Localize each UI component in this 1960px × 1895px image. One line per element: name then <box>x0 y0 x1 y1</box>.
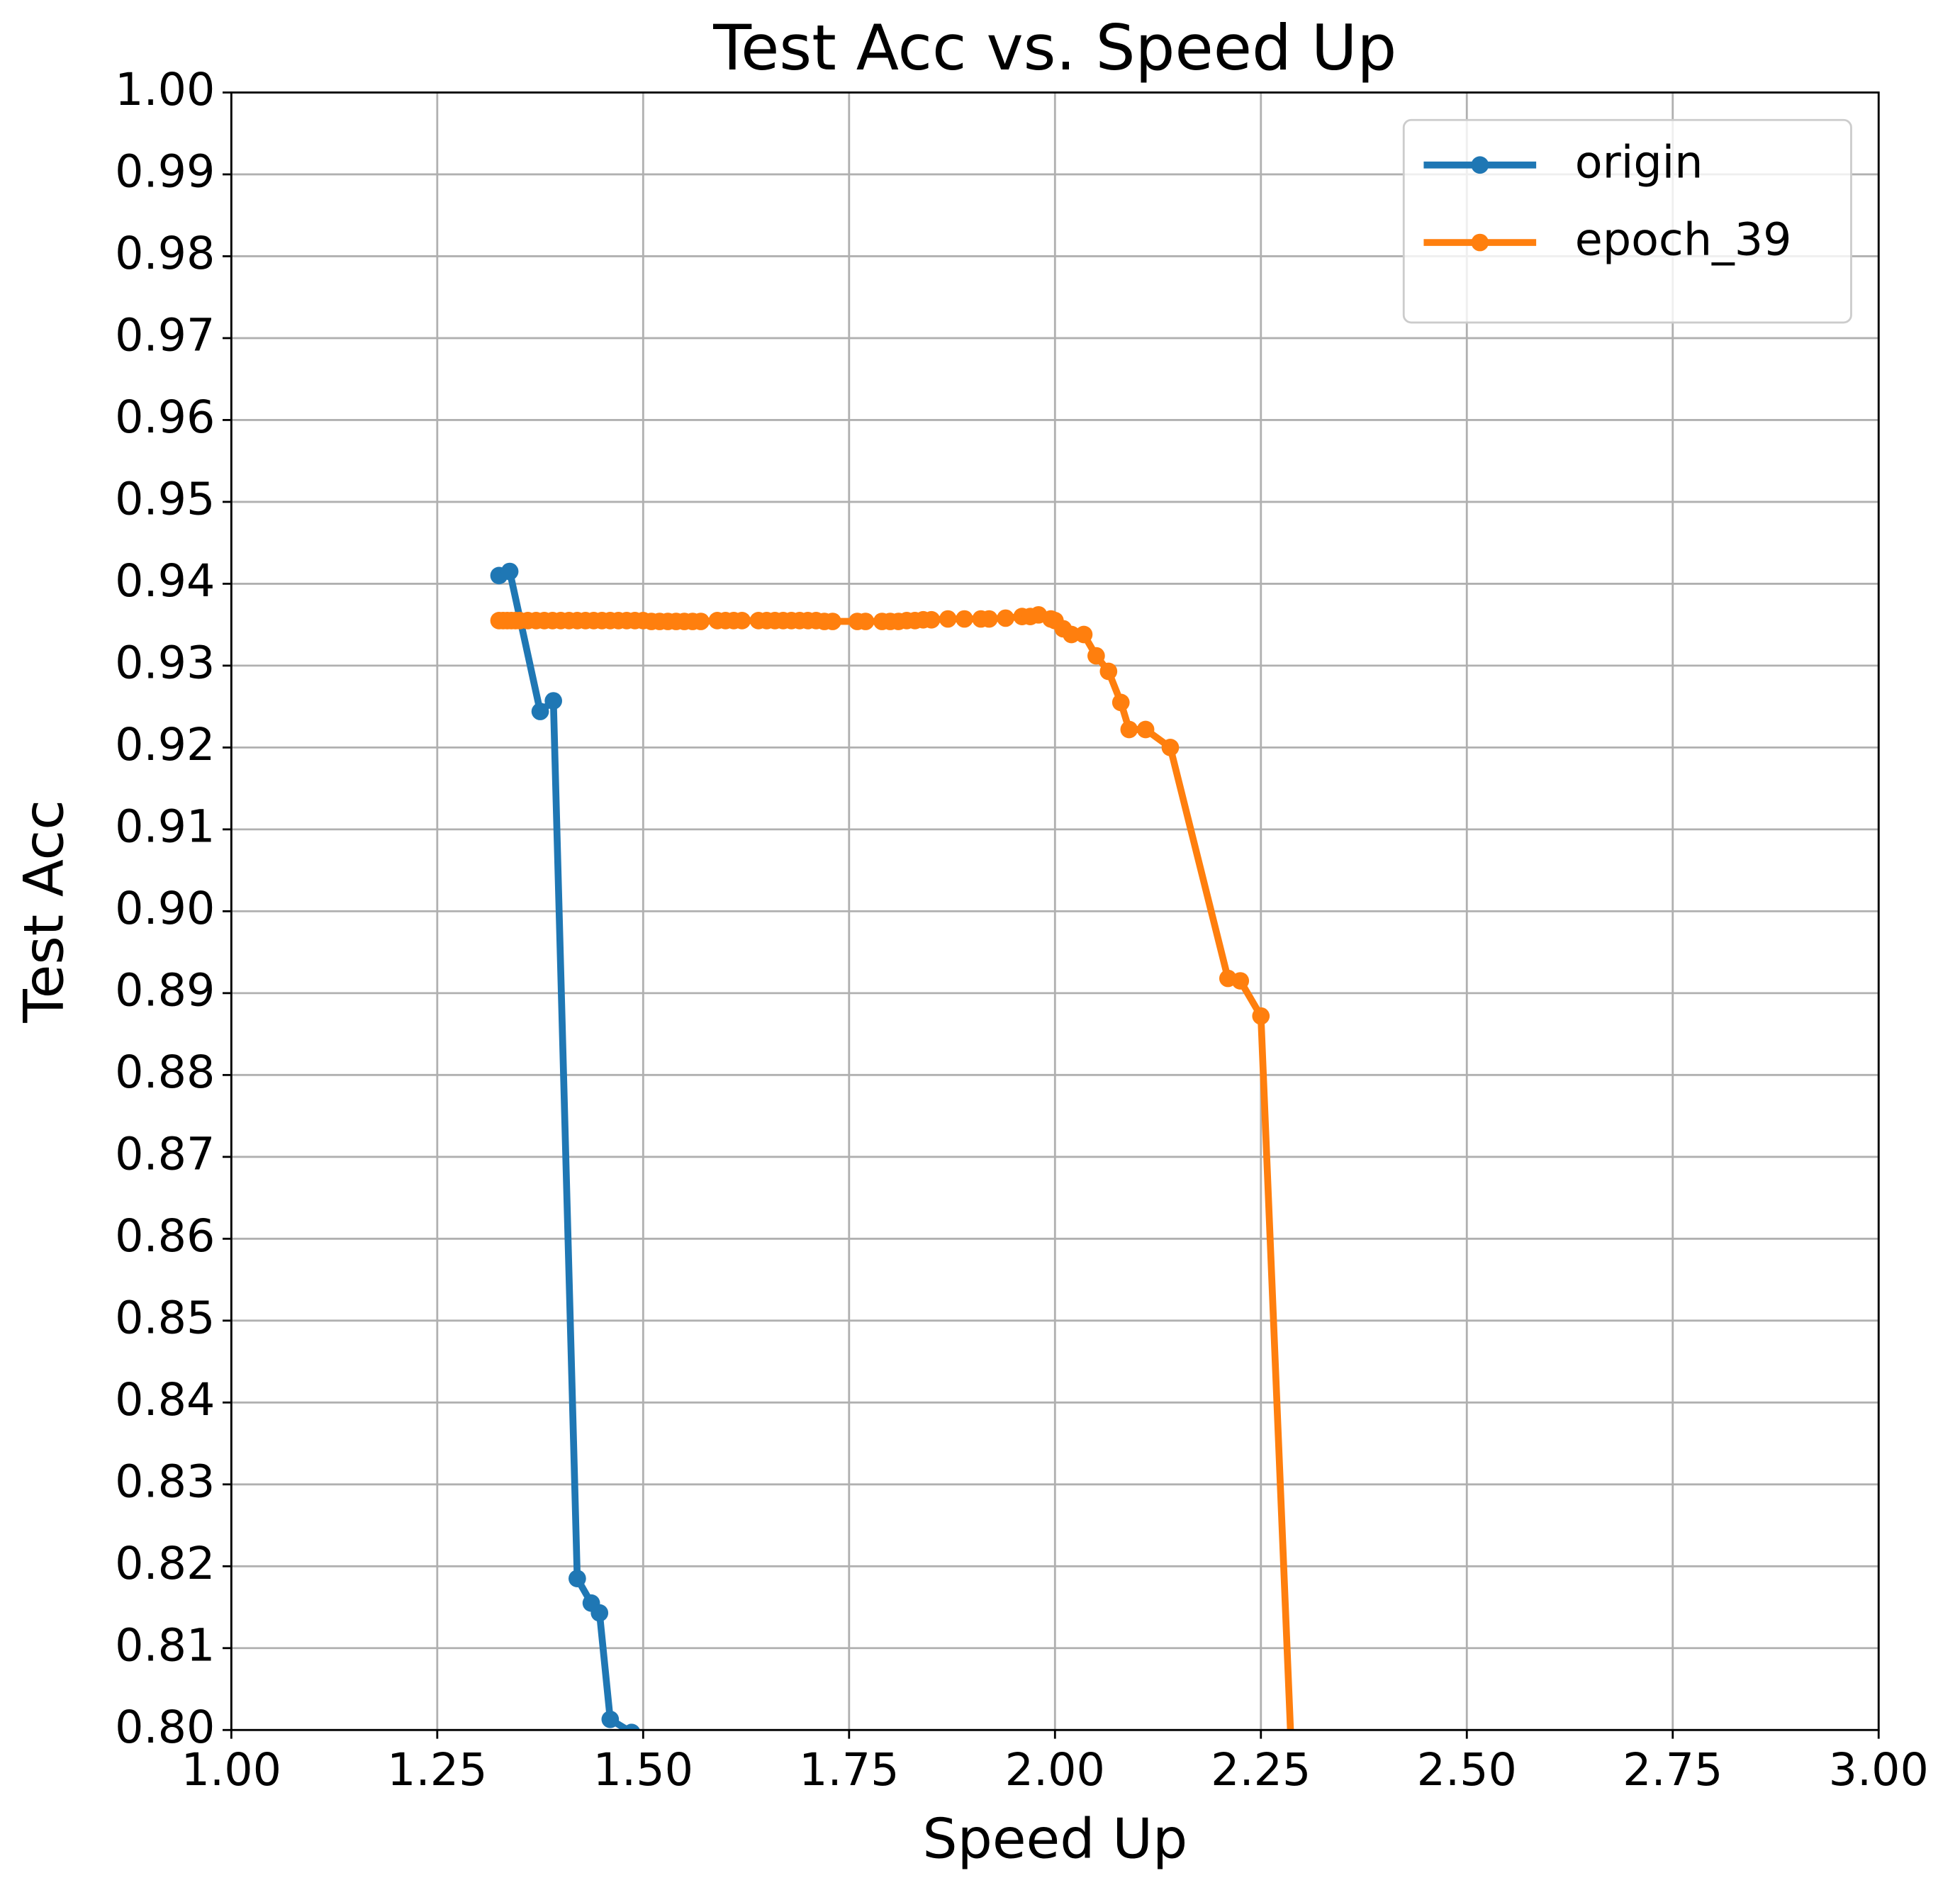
x-tick-label: 2.75 <box>1623 1743 1723 1796</box>
x-tick-label: 3.00 <box>1829 1743 1929 1796</box>
y-tick-label: 1.00 <box>115 63 215 116</box>
data-point <box>1075 625 1093 644</box>
legend-label: epoch_39 <box>1575 213 1792 266</box>
data-point <box>956 610 973 628</box>
y-tick-label: 0.83 <box>115 1455 215 1507</box>
y-tick-label: 0.88 <box>115 1046 215 1098</box>
y-tick-label: 0.93 <box>115 636 215 688</box>
y-tick-label: 0.97 <box>115 309 215 362</box>
y-tick-label: 0.81 <box>115 1619 215 1671</box>
x-tick-label: 1.50 <box>593 1743 693 1796</box>
data-point <box>733 612 751 630</box>
legend-label: origin <box>1575 135 1703 188</box>
data-point <box>1136 720 1155 739</box>
data-point <box>824 613 841 630</box>
y-tick-label: 0.98 <box>115 227 215 279</box>
x-tick-label: 2.25 <box>1211 1743 1311 1796</box>
y-tick-label: 0.85 <box>115 1291 215 1343</box>
data-point <box>1087 647 1105 665</box>
legend-marker <box>1471 233 1489 252</box>
x-axis-label: Speed Up <box>922 1807 1187 1871</box>
y-tick-label: 0.96 <box>115 391 215 443</box>
data-point <box>922 610 941 629</box>
x-tick-label: 1.00 <box>181 1743 281 1796</box>
plot-area <box>490 562 1294 1731</box>
data-point <box>623 1723 640 1731</box>
data-point <box>1252 1007 1270 1025</box>
ticks: 1.00 1.25 1.50 1.75 2.00 2.25 2.50 2.75 3.00 0.80… <box>115 63 1929 1796</box>
y-tick-label: 0.92 <box>115 718 215 771</box>
data-point <box>544 692 563 710</box>
data-point <box>601 1710 620 1728</box>
x-tick-label: 1.25 <box>387 1743 487 1796</box>
y-tick-label: 0.89 <box>115 963 215 1016</box>
data-point <box>980 610 998 628</box>
legend-marker <box>1471 156 1489 174</box>
data-point <box>692 613 710 630</box>
y-tick-label: 0.91 <box>115 800 215 852</box>
data-point <box>569 1570 586 1587</box>
y-tick-label: 0.99 <box>115 145 215 198</box>
data-point <box>939 610 957 628</box>
data-point <box>1231 972 1250 990</box>
x-tick-label: 1.75 <box>799 1743 899 1796</box>
grid <box>230 91 1880 1731</box>
data-point <box>1063 625 1080 644</box>
y-tick-label: 0.94 <box>115 554 215 607</box>
x-tick-label: 2.50 <box>1417 1743 1517 1796</box>
y-tick-label: 0.90 <box>115 882 215 934</box>
data-point <box>500 562 519 581</box>
data-point <box>531 703 549 720</box>
x-tick-label: 2.00 <box>1005 1743 1105 1796</box>
y-tick-label: 0.95 <box>115 472 215 525</box>
data-point <box>1099 662 1118 681</box>
data-point <box>590 1604 609 1622</box>
y-tick-label: 0.87 <box>115 1127 215 1180</box>
data-point <box>1161 739 1180 756</box>
data-point <box>997 609 1014 627</box>
legend: origin epoch_39 <box>1402 118 1852 324</box>
y-tick-label: 0.82 <box>115 1537 215 1589</box>
data-point <box>1111 693 1130 712</box>
legend-box <box>1402 118 1852 324</box>
y-tick-label: 0.86 <box>115 1209 215 1262</box>
data-point <box>856 613 875 630</box>
data-point <box>1120 720 1138 739</box>
y-axis-label: Test Acc <box>13 800 77 1023</box>
chart-title: Test Acc vs. Speed Up <box>712 11 1396 84</box>
y-tick-label: 0.84 <box>115 1373 215 1426</box>
y-tick-label: 0.80 <box>115 1701 215 1753</box>
